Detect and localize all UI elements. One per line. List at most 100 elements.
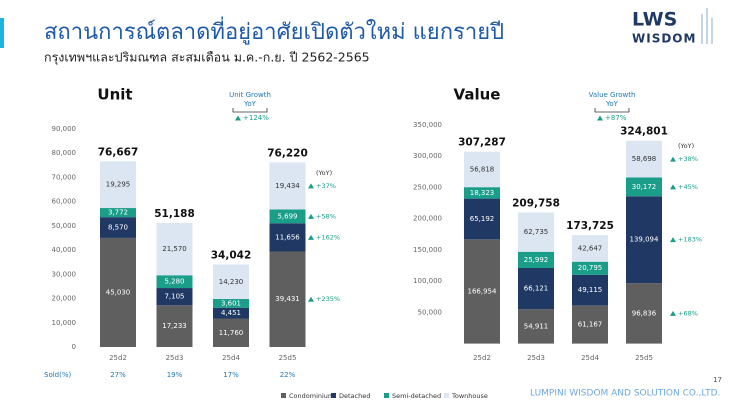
total-label: 307,287 xyxy=(458,137,506,149)
sold-value: 17% xyxy=(223,371,239,379)
x-tick-label: 25d5 xyxy=(279,354,297,362)
data-label: 49,115 xyxy=(578,286,603,294)
data-label: 62,735 xyxy=(524,228,549,236)
y-tick-label: 70,000 xyxy=(52,173,77,181)
sold-value: 27% xyxy=(110,371,126,379)
up-triangle xyxy=(308,296,314,302)
legend-swatch xyxy=(444,393,449,398)
logo-sub: WISDOM xyxy=(632,32,696,46)
bar-segment xyxy=(100,208,136,218)
data-label: 56,818 xyxy=(470,165,495,173)
bar-segment xyxy=(518,251,554,269)
bar-segment xyxy=(213,299,249,308)
total-label: 209,758 xyxy=(512,198,560,210)
x-tick-label: 25d4 xyxy=(581,354,599,362)
bar-segment xyxy=(156,223,193,276)
data-label: 17,233 xyxy=(162,322,187,330)
y-tick-label: 90,000 xyxy=(52,125,77,133)
total-label: 76,667 xyxy=(98,146,139,158)
y-tick-label: 100,000 xyxy=(413,277,442,285)
bar-segment xyxy=(100,161,136,209)
bar-segment xyxy=(213,307,249,319)
total-label: 76,220 xyxy=(267,147,308,159)
data-label: 11,760 xyxy=(219,329,244,337)
bar-segment xyxy=(518,212,554,252)
data-label: 54,911 xyxy=(524,322,549,330)
bar-segment xyxy=(626,177,662,197)
data-label: 65,192 xyxy=(470,215,495,223)
data-label: 8,570 xyxy=(108,224,128,232)
yoy-label: +45% xyxy=(678,183,698,191)
bar-segment xyxy=(572,305,608,344)
y-tick-label: 250,000 xyxy=(413,183,442,191)
data-label: 4,451 xyxy=(221,309,241,317)
data-label: 21,570 xyxy=(162,245,187,253)
sold-value: 19% xyxy=(167,371,183,379)
data-label: 20,795 xyxy=(578,264,603,272)
y-tick-label: 50,000 xyxy=(418,308,443,316)
x-tick-label: 25d3 xyxy=(527,354,545,362)
total-label: 34,042 xyxy=(211,250,252,262)
up-triangle xyxy=(670,310,676,316)
chart-title: Unit xyxy=(97,86,132,104)
up-triangle xyxy=(670,237,676,243)
x-tick-label: 25d4 xyxy=(222,354,240,362)
data-label: 3,601 xyxy=(221,299,241,307)
bar-segment xyxy=(464,239,500,344)
yoy-label: +38% xyxy=(678,155,698,163)
bar-segment xyxy=(464,151,500,188)
up-triangle xyxy=(670,184,676,190)
yoy-label: +183% xyxy=(678,236,702,244)
data-label: 96,836 xyxy=(632,309,657,317)
yoy-label: +37% xyxy=(316,182,336,190)
bar-segment xyxy=(464,187,500,199)
bar-segment xyxy=(518,268,554,310)
y-tick-label: 60,000 xyxy=(52,198,77,206)
y-tick-label: 10,000 xyxy=(52,319,77,327)
data-label: 66,121 xyxy=(524,285,549,293)
x-tick-label: 25d2 xyxy=(473,354,491,362)
data-label: 7,105 xyxy=(164,293,184,301)
bar-segment xyxy=(156,288,193,306)
bar-segment xyxy=(518,309,554,344)
logo-main: LWS xyxy=(632,9,677,31)
legend-label: Townhouse xyxy=(451,392,488,400)
growth-value: +87% xyxy=(605,114,627,122)
growth-bracket xyxy=(232,108,268,113)
total-label: 51,188 xyxy=(154,208,195,220)
slide-title: สถานการณ์ตลาดที่อยู่อาศัยเปิดตัวใหม่ แยก… xyxy=(44,16,504,45)
yoy-label: +58% xyxy=(316,212,336,220)
bar-segment xyxy=(626,140,662,178)
data-label: 5,699 xyxy=(277,212,297,220)
growth-bracket xyxy=(594,108,630,113)
bar-segment xyxy=(269,251,306,347)
yoy-header: (YoY) xyxy=(678,142,694,150)
sold-label: Sold(%) xyxy=(44,371,71,379)
y-tick-label: 0 xyxy=(72,343,76,351)
x-tick-label: 25d3 xyxy=(166,354,184,362)
yoy-label: +235% xyxy=(316,295,340,303)
bar-segment xyxy=(213,318,249,347)
growth-label: YoY xyxy=(243,100,257,108)
data-label: 14,230 xyxy=(219,278,244,286)
bar-segment xyxy=(100,237,136,347)
y-tick-label: 50,000 xyxy=(52,222,77,230)
data-label: 5,280 xyxy=(164,278,184,286)
yoy-label: +68% xyxy=(678,309,698,317)
legend-swatch xyxy=(281,393,286,398)
y-tick-label: 150,000 xyxy=(413,246,442,254)
up-triangle xyxy=(670,156,676,162)
page-number: 17 xyxy=(713,376,722,384)
legend-swatch xyxy=(331,393,336,398)
up-triangle xyxy=(308,213,314,219)
bar-segment xyxy=(572,274,608,306)
up-triangle xyxy=(308,234,314,240)
data-label: 166,954 xyxy=(468,287,497,295)
sold-value: 22% xyxy=(280,371,296,379)
growth-label: Unit Growth xyxy=(229,91,271,99)
data-label: 139,094 xyxy=(630,236,659,244)
y-tick-label: 200,000 xyxy=(413,215,442,223)
y-tick-label: 30,000 xyxy=(52,270,77,278)
data-label: 3,772 xyxy=(108,209,128,217)
